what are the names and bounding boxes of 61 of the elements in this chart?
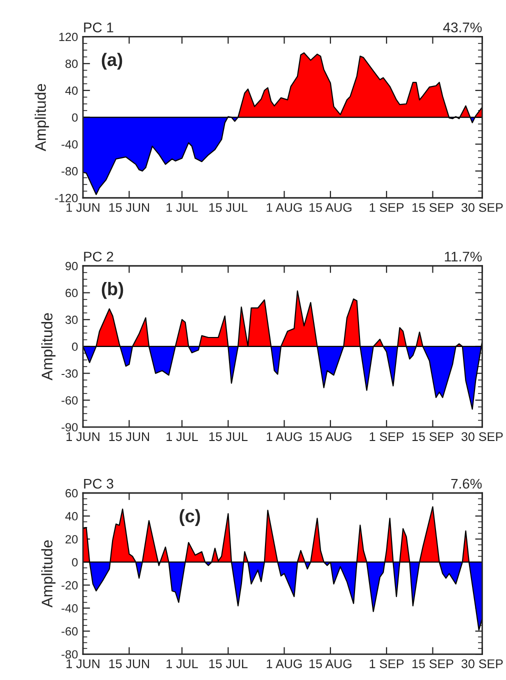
x-tick-label: 1 JUL bbox=[166, 432, 198, 442]
x-tick-label: 15 JUN bbox=[109, 203, 149, 212]
annotation: (b) bbox=[102, 282, 124, 299]
x-tick-label: 15 SEP bbox=[412, 659, 454, 668]
y-tick-label: -60 bbox=[62, 396, 78, 405]
x-tick-label: 1 SEP bbox=[370, 659, 404, 668]
x-tick-label: 1 AUG bbox=[266, 659, 302, 668]
x-tick-label: 1 JUN bbox=[66, 659, 100, 668]
y-tick-label: -80 bbox=[62, 650, 78, 659]
x-tick-label: 15 AUG bbox=[310, 659, 352, 668]
y-tick-label: 0 bbox=[72, 558, 78, 566]
y-tick-label: -40 bbox=[62, 604, 78, 613]
y-tick-label: 0 bbox=[72, 113, 78, 122]
annotation: (c) bbox=[180, 509, 200, 526]
x-tick-label: 15 JUL bbox=[209, 432, 248, 442]
x-tick-label: 15 SEP bbox=[412, 432, 454, 442]
x-tick-label: 15 JUN bbox=[109, 659, 149, 668]
y-tick-label: -30 bbox=[62, 369, 78, 378]
x-tick-label: 15 JUN bbox=[109, 432, 149, 442]
y-tick-label: -80 bbox=[62, 167, 78, 176]
x-tick-label: 1 JUL bbox=[166, 203, 198, 212]
chart-title: PC 3 bbox=[84, 478, 114, 489]
x-tick-label: 1 JUN bbox=[66, 432, 100, 442]
y-tick-label: 40 bbox=[65, 86, 78, 95]
y-tick-label: 0 bbox=[72, 342, 78, 351]
x-tick-label: 30 SEP bbox=[462, 203, 503, 212]
chart-subtitle: 11.7% bbox=[444, 252, 482, 262]
x-tick-label: 15 JUL bbox=[209, 203, 248, 212]
x-tick-label: 15 JUL bbox=[209, 659, 248, 668]
y-tick-label: 40 bbox=[65, 512, 78, 520]
y-tick-label: 60 bbox=[66, 288, 78, 298]
x-tick-label: 30 SEP bbox=[462, 432, 503, 442]
x-tick-label: 15 AUG bbox=[310, 432, 352, 442]
y-tick-label: 90 bbox=[66, 262, 78, 270]
y-tick-label: 30 bbox=[65, 316, 78, 324]
y-tick-label: 120 bbox=[59, 32, 78, 42]
chart-subtitle: 7.6% bbox=[451, 478, 482, 489]
x-tick-label: 1 JUN bbox=[66, 203, 100, 212]
y-tick-label: -90 bbox=[62, 423, 78, 432]
y-axis-title: Amplitude bbox=[34, 84, 49, 152]
x-tick-label: 1 SEP bbox=[370, 432, 404, 442]
x-tick-label: 30 SEP bbox=[462, 659, 503, 668]
y-tick-label: -120 bbox=[55, 194, 78, 202]
annotation: (a) bbox=[102, 52, 122, 70]
y-axis-title: Amplitude bbox=[41, 313, 56, 380]
x-tick-label: 1 JUL bbox=[166, 659, 198, 668]
y-tick-label: 80 bbox=[66, 60, 78, 68]
y-tick-label: -60 bbox=[62, 627, 78, 636]
x-tick-label: 15 AUG bbox=[310, 203, 352, 212]
y-tick-label: 60 bbox=[66, 489, 78, 498]
chart-title: PC 1 bbox=[84, 22, 114, 32]
x-tick-label: 1 AUG bbox=[266, 203, 302, 212]
x-tick-label: 15 SEP bbox=[412, 203, 454, 212]
y-tick-label: 20 bbox=[66, 535, 78, 544]
y-axis-title: Amplitude bbox=[41, 540, 56, 608]
y-tick-label: -40 bbox=[62, 140, 78, 149]
chart-title: PC 2 bbox=[84, 252, 114, 262]
x-tick-label: 1 AUG bbox=[266, 432, 302, 442]
chart-subtitle: 43.7% bbox=[443, 22, 482, 32]
y-tick-label: -20 bbox=[62, 581, 78, 590]
x-tick-label: 1 SEP bbox=[370, 203, 404, 212]
